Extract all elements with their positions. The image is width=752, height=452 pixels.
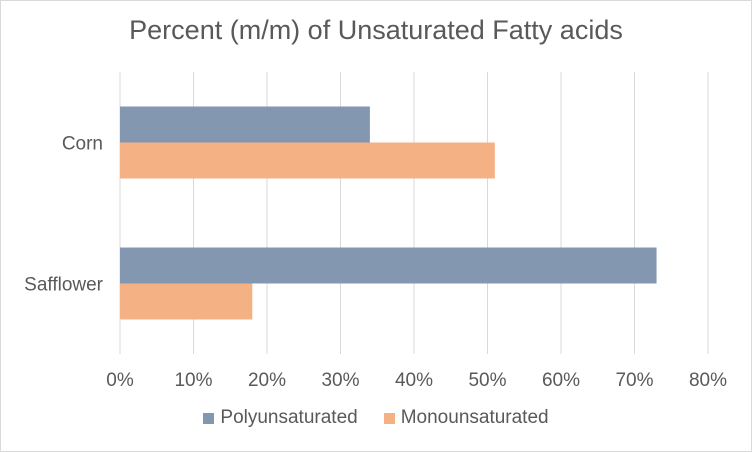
y-category-label: Safflower xyxy=(24,275,104,296)
x-tick-label: 10% xyxy=(174,370,212,391)
x-tick-label: 40% xyxy=(395,370,433,391)
bar-monounsaturated-corn xyxy=(120,142,495,179)
legend-swatch-monounsaturated xyxy=(383,412,395,424)
legend-item-polyunsaturated: Polyunsaturated xyxy=(203,407,358,429)
chart-legend: Polyunsaturated Monounsaturated xyxy=(1,407,751,429)
legend-label-monounsaturated: Monounsaturated xyxy=(400,407,549,428)
bar-polyunsaturated-safflower xyxy=(120,247,657,284)
x-tick-label: 50% xyxy=(468,370,506,391)
legend-label-polyunsaturated: Polyunsaturated xyxy=(220,407,358,428)
x-tick-label: 60% xyxy=(542,370,580,391)
legend-item-monounsaturated: Monounsaturated xyxy=(383,407,549,429)
x-tick-label: 0% xyxy=(106,370,134,391)
x-tick-label: 30% xyxy=(321,370,359,391)
y-category-label: Corn xyxy=(62,134,103,155)
chart-title: Percent (m/m) of Unsaturated Fatty acids xyxy=(129,15,623,45)
x-tick-label: 70% xyxy=(615,370,653,391)
bar-polyunsaturated-corn xyxy=(120,106,370,143)
x-tick-label: 80% xyxy=(689,370,727,391)
legend-swatch-polyunsaturated xyxy=(203,412,215,424)
x-tick-label: 20% xyxy=(248,370,286,391)
bar-monounsaturated-safflower xyxy=(120,283,253,320)
